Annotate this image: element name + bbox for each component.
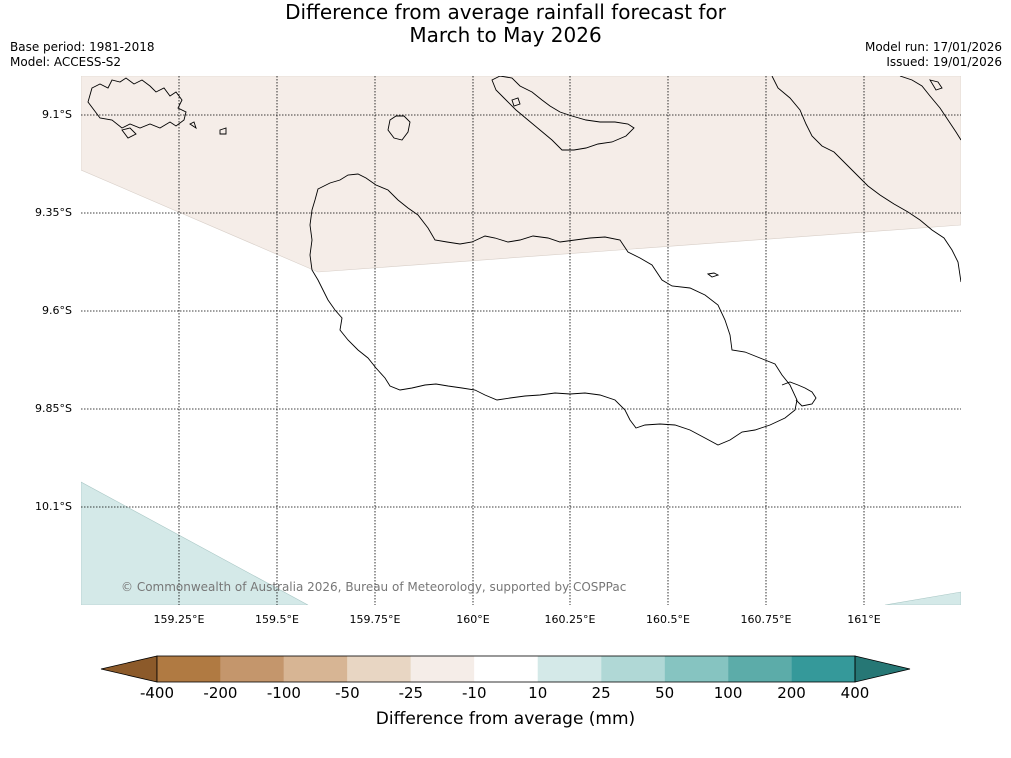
coastline-northeast-islet <box>929 79 943 91</box>
colorbar-title: Difference from average (mm) <box>375 709 636 729</box>
coastline-north-islands <box>491 76 635 151</box>
region-10-to-25-southeast <box>884 591 961 605</box>
colorbar-tick-10: 200 <box>777 684 806 702</box>
lon-label-159.5: 159.5°E <box>255 613 299 626</box>
colorbar-segment-1 <box>220 656 284 682</box>
region-10-to-25-southwest <box>81 481 309 605</box>
colorbar-segment-3 <box>347 656 411 682</box>
lon-label-160: 160°E <box>456 613 490 626</box>
lon-label-160.25: 160.25°E <box>544 613 596 626</box>
coastline-northwest-islet-1 <box>121 127 137 139</box>
base-period-text: Base period: 1981-2018 <box>10 40 155 54</box>
colorbar-segment-9 <box>728 656 792 682</box>
lat-label-9.1: 9.1°S <box>42 108 72 121</box>
colorbar-segment-6 <box>537 656 602 682</box>
lat-label-9.85: 9.85°S <box>35 402 72 415</box>
lon-label-160.75: 160.75°E <box>740 613 792 626</box>
lat-label-10.1: 10.1°S <box>35 500 72 513</box>
map-title-line1: Difference from average rainfall forecas… <box>285 0 726 24</box>
region-minus-25-to-minus-10 <box>81 76 961 273</box>
colorbar-segment-8 <box>664 656 729 682</box>
coastline-islet <box>706 272 720 278</box>
colorbar-tick-11: 400 <box>840 684 870 702</box>
coastline-main-island <box>309 173 798 446</box>
colorbar-tick-7: 25 <box>591 684 611 702</box>
graticule <box>81 76 961 605</box>
colorbar <box>100 655 911 683</box>
coastlines <box>87 76 961 446</box>
colorbar-segment-0 <box>157 656 221 682</box>
copyright-text: © Commonwealth of Australia 2026, Bureau… <box>121 580 627 594</box>
coastline-small-island <box>387 115 411 141</box>
coastline-northwest-islet-3 <box>189 121 197 130</box>
lon-label-159.25: 159.25°E <box>153 613 205 626</box>
model-run-text: Model run: 17/01/2026 <box>864 40 1002 54</box>
colorbar-tick-9: 100 <box>713 684 743 702</box>
map-title-line2: March to May 2026 <box>409 23 602 47</box>
lon-label-160.5: 160.5°E <box>646 613 690 626</box>
colorbar-tick-8: 50 <box>655 684 675 702</box>
colorbar-tick-4: -25 <box>398 684 424 702</box>
colorbar-outline <box>156 655 856 683</box>
colorbar-segment-5 <box>474 656 538 682</box>
lon-label-159.75: 159.75°E <box>349 613 401 626</box>
colorbar-extend-high <box>854 655 911 683</box>
colorbar-segment-10 <box>791 656 855 682</box>
colorbar-tick-5: -10 <box>462 684 487 702</box>
colorbar-tick-3: -50 <box>335 684 360 702</box>
colorbar-tick-1: -200 <box>203 684 238 702</box>
coastline-northwest <box>87 77 187 129</box>
issued-text: Issued: 19/01/2026 <box>886 55 1002 69</box>
colorbar-segment-4 <box>410 656 475 682</box>
colorbar-segment-2 <box>283 656 348 682</box>
coastline-northeast-islands <box>899 76 961 141</box>
lat-label-9.35: 9.35°S <box>35 206 72 219</box>
model-text: Model: ACCESS-S2 <box>10 55 122 69</box>
coastline-northwest-islet-2 <box>219 127 227 135</box>
colorbar-tick-0: -400 <box>139 684 175 702</box>
coastline-east-cape <box>781 381 817 407</box>
lat-label-9.6: 9.6°S <box>42 304 72 317</box>
colorbar-tick-6: 10 <box>528 684 548 702</box>
map-plot-area <box>81 76 961 605</box>
colorbar-tick-2: -100 <box>266 684 301 702</box>
coastline-northeast <box>771 76 961 283</box>
coastline-north-islet-1 <box>511 97 521 107</box>
colorbar-segment-7 <box>601 656 665 682</box>
lon-label-161: 161°E <box>847 613 881 626</box>
colorbar-extend-low <box>100 655 158 683</box>
